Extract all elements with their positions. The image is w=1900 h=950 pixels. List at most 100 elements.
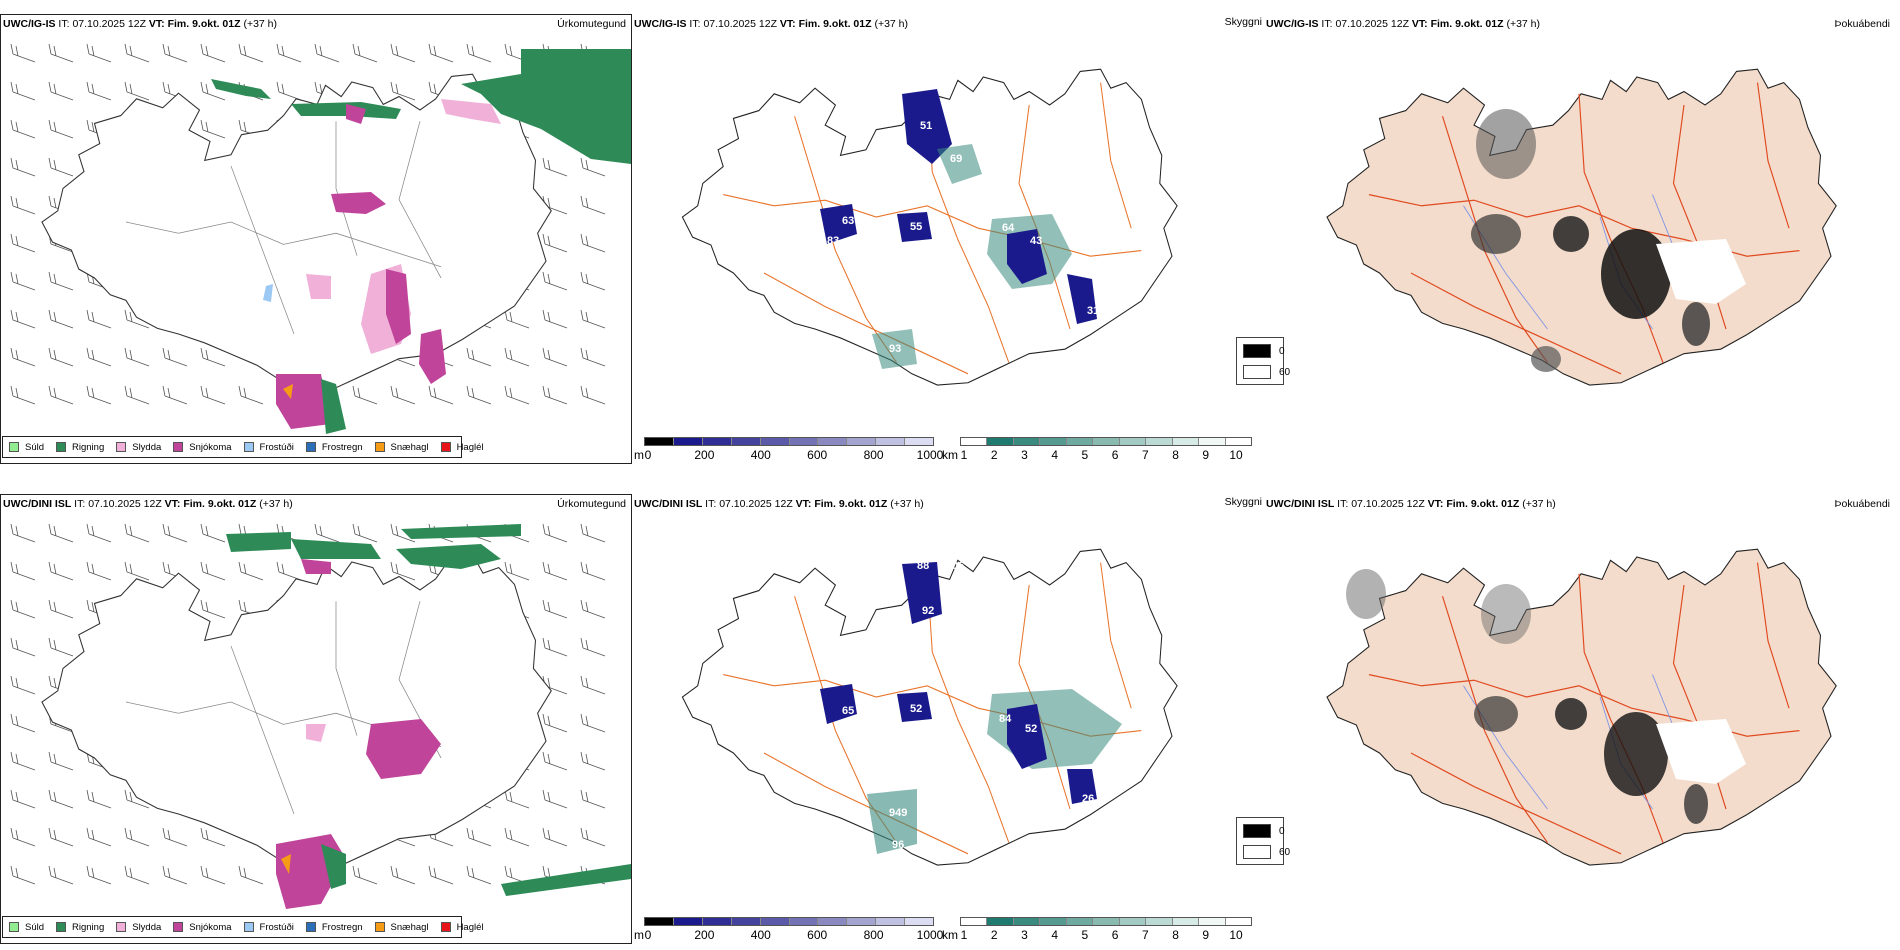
colorbar-cell	[673, 918, 703, 925]
wind-barb	[580, 157, 606, 177]
colorbar-tick: 3	[1021, 928, 1028, 942]
rain-area	[211, 79, 271, 99]
vt-label: VT:	[795, 498, 812, 510]
legend-swatch	[374, 922, 385, 932]
wind-barb	[542, 309, 568, 329]
wind-barb	[48, 789, 74, 809]
colorbar-cell	[818, 438, 848, 445]
low-ceiling-area	[1067, 769, 1097, 804]
wind-barb	[238, 561, 264, 581]
model-name: UWC/IG-IS	[3, 18, 56, 30]
wind-barb	[428, 385, 454, 405]
wind-barb	[48, 347, 74, 367]
colorbar-cell	[645, 438, 674, 445]
colorbar-cell	[961, 918, 988, 925]
fog-key-swatch	[1243, 824, 1271, 838]
colorbar-tick: 7	[1141, 448, 1149, 462]
wind-barb	[86, 385, 112, 405]
wind-barb	[162, 43, 188, 63]
colorbar-cell	[1225, 438, 1251, 445]
colorbar-tick: 5	[1081, 928, 1089, 942]
wind-barb	[124, 865, 150, 885]
fog-map	[1326, 548, 1837, 866]
snow-area	[386, 269, 411, 344]
snow-area	[301, 559, 331, 574]
wind-barb	[10, 523, 36, 543]
fog-key-label: 0	[1279, 825, 1285, 837]
ceiling-value-label: 96	[892, 839, 904, 851]
wind-barb	[352, 865, 378, 885]
colorbar-tick: 200	[694, 448, 715, 462]
colorbar-tick: 9	[1202, 448, 1210, 462]
snow-area	[366, 719, 441, 779]
wind-barb	[580, 347, 606, 367]
product-title: Þokuábendi	[1834, 18, 1890, 30]
low-visibility-area	[937, 144, 982, 184]
fog-key-swatch	[1243, 365, 1271, 379]
ceiling-value-label: 72	[992, 550, 1004, 562]
legend-label: Haglél	[456, 921, 484, 933]
wind-barb	[48, 81, 74, 101]
rain-area	[321, 379, 346, 434]
legend-label: Snæhagl	[390, 441, 429, 453]
legend-item: Haglél	[440, 442, 484, 453]
wind-barb	[10, 271, 36, 291]
legend-label: Rigning	[72, 921, 105, 933]
wind-barb	[580, 713, 606, 733]
ceiling-value-label: 88	[917, 560, 929, 572]
wind-barb	[10, 561, 36, 581]
wind-barb	[580, 751, 606, 771]
fog-key-row: 60	[1243, 845, 1290, 859]
panel-header: UWC/IG-IS IT: 07.10.2025 12Z VT: Fim. 9.…	[634, 18, 908, 31]
lead-time: (+37 h)	[259, 498, 293, 510]
wind-barb	[10, 119, 36, 139]
panel-frame	[0, 494, 632, 944]
it-value: 07.10.2025 12Z	[88, 498, 162, 510]
wind-barb	[542, 347, 568, 367]
wind-barb	[466, 827, 492, 847]
colorbar-cell	[1093, 438, 1120, 445]
lead-time: (+37 h)	[1522, 498, 1556, 510]
colorbar-cell	[1119, 918, 1147, 925]
colorbar-tick: 2	[990, 928, 998, 942]
colorbar-tick: 4	[1051, 448, 1058, 462]
wind-barb	[86, 43, 112, 63]
wind-barb	[48, 523, 74, 543]
colorbar-cell	[702, 438, 732, 445]
visibility-colorbar: km 1 2 3 4 5 6 7 8 9 10	[942, 917, 1252, 947]
wind-barb	[48, 385, 74, 405]
precip-type-legend: Súld Rigning Slydda Snjókoma Frostúði Frostre…	[2, 916, 484, 938]
colorbar-cell	[1013, 918, 1041, 925]
colorbar-cell	[702, 918, 732, 925]
colorbar-cell	[818, 918, 848, 925]
product-title: Úrkomutegund	[557, 18, 626, 30]
ceiling-value-label: 52	[910, 703, 922, 715]
legend-item: Frostúði	[243, 922, 294, 933]
vt-value: Fim. 9.okt. 01Z	[814, 498, 888, 510]
colorbar-tick: 8	[1172, 928, 1179, 942]
colorbar-cell	[1199, 918, 1226, 925]
fog-key-label: 60	[1279, 846, 1291, 858]
vt-label: VT:	[164, 498, 181, 510]
wind-barb	[86, 865, 112, 885]
low-ceiling-area	[897, 692, 932, 722]
precip-type-legend: Súld Rigning Slydda Snjókoma Frostúði Frostre…	[2, 436, 484, 458]
ceiling-value-label: 65	[842, 705, 854, 717]
wind-barb	[580, 195, 606, 215]
iceland-outline	[41, 553, 552, 871]
product-title: Skyggni	[1224, 16, 1262, 28]
legend-swatch	[116, 922, 127, 932]
legend-swatch	[243, 442, 254, 452]
colorbar-cell	[1146, 918, 1173, 925]
clear-area	[1656, 719, 1746, 784]
legend-swatch	[305, 442, 316, 452]
rain-area	[321, 844, 346, 889]
colorbar-tick: 800	[863, 928, 884, 942]
colorbar-cell	[760, 918, 790, 925]
colorbar-tick: 8	[1172, 448, 1179, 462]
rain-area	[226, 532, 291, 552]
it-label: IT:	[1321, 18, 1333, 30]
ceiling-value-label: 26	[1082, 793, 1094, 805]
colorbar-cell	[961, 438, 988, 445]
product-title: Úrkomutegund	[557, 498, 626, 510]
